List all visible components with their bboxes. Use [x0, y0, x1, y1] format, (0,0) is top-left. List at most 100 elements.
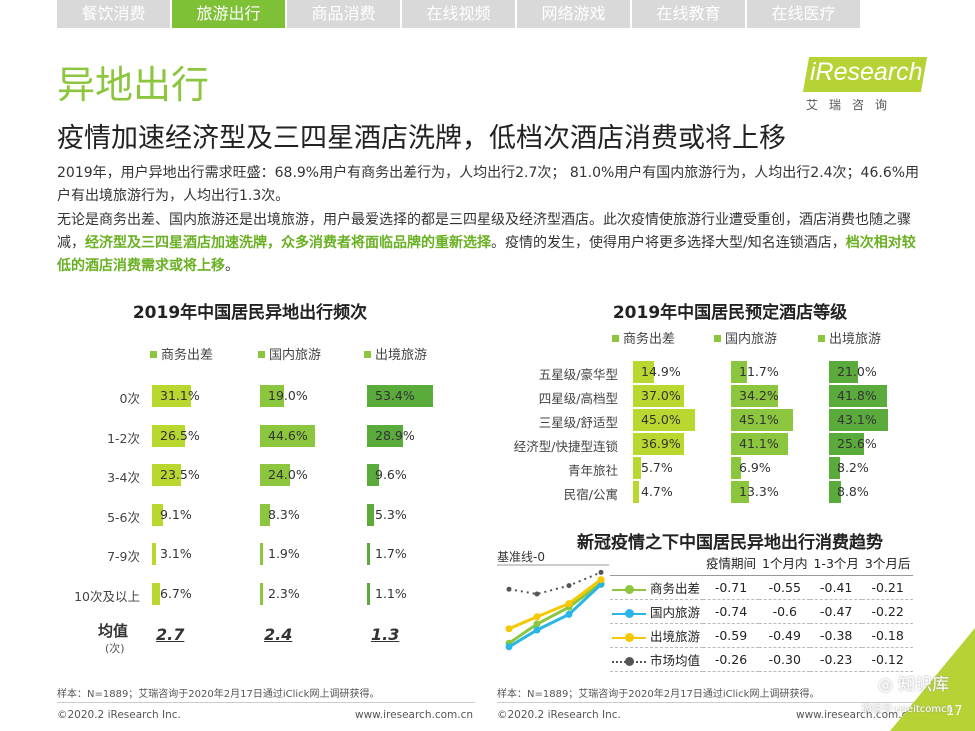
bar [260, 424, 316, 447]
trend-point [597, 576, 605, 584]
trend-header-cell: 1个月内 [759, 551, 811, 576]
bar-value-label: 21.0% [837, 364, 877, 379]
legend-swatch [714, 335, 721, 342]
bar [152, 464, 182, 487]
trend-value-cell: -0.26 [703, 647, 760, 672]
trend-point [565, 600, 573, 608]
bar [260, 583, 263, 605]
bar [633, 481, 640, 503]
category-label: 1-2次 [107, 430, 140, 446]
trend-line-2 [508, 578, 602, 631]
bar-value-label: 11.7% [739, 364, 779, 379]
headline: 疫情加速经济型及三四星酒店洗牌，低档次酒店消费或将上移 [57, 123, 786, 154]
trend-value-cell: -0.47 [810, 599, 862, 624]
bar-value-label: 24.0% [268, 467, 308, 483]
bar [367, 503, 374, 526]
bar-value-label: 41.1% [739, 436, 779, 451]
bar [633, 433, 684, 455]
category-label: 10次及以上 [74, 589, 140, 604]
trend-series-name: 市场均值 [650, 652, 701, 668]
tab-2[interactable]: 商品消费 [287, 0, 400, 28]
website: www.iresearch.com.cn [796, 709, 915, 721]
tab-5[interactable]: 在线教育 [632, 0, 745, 28]
trend-point [566, 583, 572, 589]
bar [260, 464, 290, 487]
average-value: 2.4 [264, 625, 293, 644]
legend-swatch [612, 335, 619, 342]
legend-swatch [364, 351, 371, 358]
logo-cn: 艾瑞咨询 [806, 98, 899, 112]
trend-value-cell: -0.41 [810, 575, 862, 600]
logo-brand: iResearch [810, 58, 923, 86]
bar-value-label: 41.8% [837, 388, 877, 403]
bar-value-label: 26.5% [160, 427, 200, 443]
average-value: 1.3 [371, 625, 400, 644]
marker-dot [625, 608, 634, 618]
trend-series-name: 出境旅游 [650, 628, 701, 644]
category-label: 经济型/快捷型连锁 [513, 439, 618, 454]
bar [829, 385, 887, 407]
bar-value-label: 36.9% [641, 436, 681, 451]
bar [633, 361, 654, 383]
trend-line-1 [508, 583, 603, 649]
legend-2: 出境旅游 [818, 328, 881, 347]
bar [260, 543, 263, 566]
legend-marker [612, 656, 646, 666]
trend-series-cell: 国内旅游 [610, 599, 704, 624]
average-value: 2.7 [156, 625, 185, 644]
bar [829, 361, 858, 383]
analysis-highlight: 经济型及三四星酒店加速洗牌，众多消费者将面临品牌的重新选择 [85, 235, 491, 251]
sample-note: 样本：N=1889；艾瑞咨询于2020年2月17日通过iClick网上调研获得。 [57, 689, 380, 700]
bar [367, 543, 370, 566]
bar-value-label: 37.0% [641, 388, 681, 403]
trend-value-cell: -0.21 [861, 575, 914, 600]
bar-value-label: 23.5% [160, 467, 200, 483]
bar-value-label: 8.2% [837, 460, 869, 475]
bar-value-label: 13.3% [739, 484, 779, 499]
analysis-text: 。 [225, 258, 239, 274]
bar [829, 481, 842, 503]
bar [633, 409, 696, 431]
bar [829, 433, 865, 455]
trend-value-cell: -0.30 [759, 647, 811, 672]
bar [731, 361, 748, 383]
analysis-highlight: 档次相对较低的酒店消费需求或将上移 [57, 235, 916, 274]
watermark-sub: 微信号:useitcomcn [862, 704, 953, 715]
tab-4[interactable]: 网络游戏 [517, 0, 630, 28]
tab-6[interactable]: 在线医疗 [747, 0, 860, 28]
bar-value-label: 45.0% [641, 412, 681, 427]
footer-divider [57, 702, 475, 703]
trend-series-name: 国内旅游 [650, 604, 701, 620]
watermark-title: 知识库 [898, 675, 950, 695]
legend-label: 出境旅游 [375, 348, 428, 363]
bar [367, 385, 434, 407]
bar-value-label: 1.9% [268, 546, 300, 562]
copyright: ©2020.2 iResearch Inc. [497, 709, 621, 721]
tab-0[interactable]: 餐饮消费 [57, 0, 170, 28]
bar [367, 464, 379, 487]
bar [260, 503, 271, 526]
trend-point [505, 643, 513, 651]
tab-3[interactable]: 在线视频 [402, 0, 515, 28]
average-unit: (次) [105, 642, 125, 655]
legend-label: 国内旅游 [269, 348, 322, 363]
trend-line-3 [508, 571, 602, 596]
category-tabs: 餐饮消费 旅游出行 商品消费 在线视频 网络游戏 在线教育 在线医疗 [57, 0, 862, 28]
analysis-text: 无论是商务出差、国内旅游还是出境旅游，用户最爱选择的都是三四星级及经济型酒店。此… [57, 212, 911, 251]
footer-divider [497, 702, 927, 703]
tab-1[interactable]: 旅游出行 [172, 0, 285, 28]
trend-header-blank [610, 551, 704, 576]
marker-dot [625, 584, 634, 594]
category-label: 青年旅社 [567, 463, 618, 478]
wechat-icon: ◎ [878, 675, 899, 695]
bar-value-label: 8.3% [268, 506, 300, 522]
baseline-label: 基准线-0 [497, 550, 545, 564]
category-label: 三星级/舒适型 [538, 415, 618, 430]
legend-swatch [150, 351, 157, 358]
trend-row: 出境旅游 -0.59 -0.49 -0.38 -0.18 [610, 623, 914, 648]
legend-marker [612, 608, 646, 618]
bar-value-label: 5.3% [375, 506, 407, 522]
bar [731, 457, 741, 479]
trend-value-cell: -0.59 [703, 623, 760, 648]
trend-row: 国内旅游 -0.74 -0.6 -0.47 -0.22 [610, 599, 914, 624]
